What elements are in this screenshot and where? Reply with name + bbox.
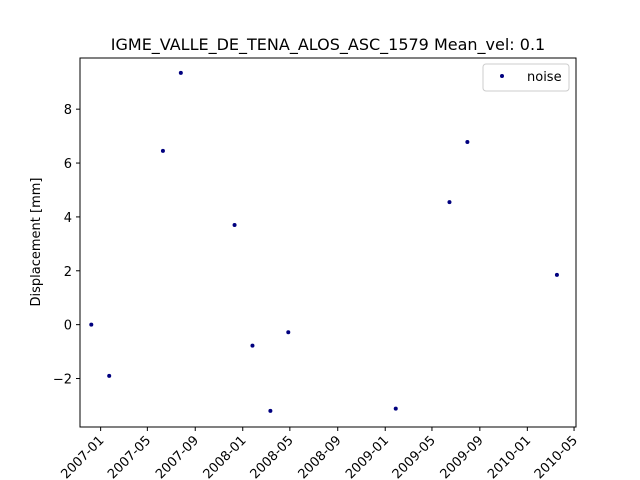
x-tick-label: 2007-05 (105, 433, 154, 480)
y-tick-label: 2 (64, 265, 72, 280)
x-tick-label: 2008-01 (201, 433, 250, 480)
x-tick-label: 2009-05 (390, 433, 439, 480)
y-axis-label: Displacement [mm] (29, 178, 44, 307)
y-axis: −2 0 2 4 6 8 (53, 103, 80, 388)
data-point (447, 200, 452, 205)
data-point (232, 222, 237, 227)
data-point (286, 330, 291, 335)
data-point (393, 406, 398, 411)
data-points (89, 70, 559, 413)
plot-area (79, 57, 577, 428)
data-point (160, 148, 165, 153)
y-tick-label: −2 (53, 373, 72, 388)
data-point (465, 140, 470, 145)
legend: noise (482, 63, 570, 92)
data-point (89, 322, 94, 327)
legend-box (482, 63, 570, 92)
legend-label: noise (527, 70, 562, 85)
data-point (178, 70, 183, 75)
chart-title: IGME_VALLE_DE_TENA_ALOS_ASC_1579 Mean_ve… (111, 35, 545, 55)
y-tick-label: 6 (64, 157, 72, 172)
x-axis: 2007-012007-052007-092008-012008-052008-… (58, 427, 581, 480)
data-point (554, 272, 559, 277)
data-point (268, 408, 273, 413)
x-tick-label: 2008-09 (296, 433, 345, 480)
x-tick-label: 2007-09 (153, 433, 202, 480)
data-point (107, 373, 112, 378)
x-tick-label: 2009-01 (343, 433, 392, 480)
y-tick-label: 4 (64, 211, 72, 226)
x-tick-label: 2010-01 (485, 433, 534, 480)
x-tick-label: 2010-05 (532, 433, 581, 480)
y-tick-label: 8 (64, 103, 72, 118)
y-tick-label: 0 (64, 319, 72, 334)
x-tick-label: 2007-01 (58, 433, 107, 480)
data-point (250, 343, 255, 348)
x-tick-label: 2008-05 (248, 433, 297, 480)
legend-marker (500, 74, 504, 78)
x-tick-label: 2009-09 (438, 433, 487, 480)
